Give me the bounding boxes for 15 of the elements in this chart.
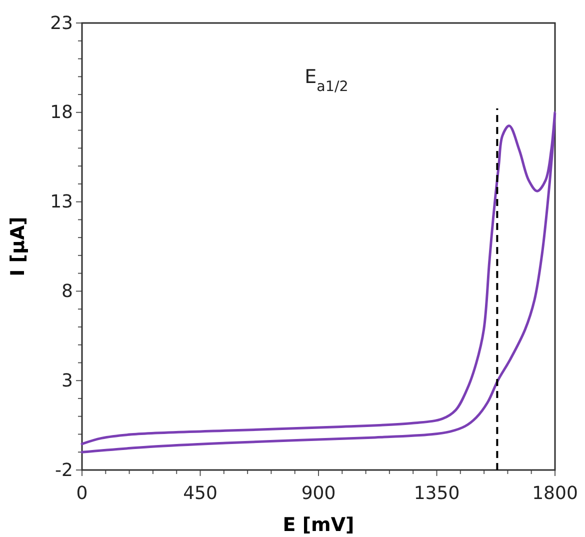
x-tick-label: 900 [301,482,336,504]
y-tick-label: 18 [50,102,73,124]
y-tick-label: 8 [62,280,73,302]
y-tick-label: 13 [50,192,73,213]
x-tick-label: 1350 [414,482,460,504]
x-tick-label: 1800 [532,482,578,504]
ref-line-label: E$_{a1/2}$ [304,66,348,95]
x-tick-label: 450 [183,482,218,504]
y-axis-title: I [μA] [7,216,29,276]
y-tick-label: 3 [62,370,73,392]
y-tick-label: 23 [50,12,73,34]
y-tick-label: -2 [55,460,73,481]
x-tick-label: 0 [76,482,88,504]
line-series [80,111,556,454]
x-axis-title: E [mV] [282,514,354,536]
